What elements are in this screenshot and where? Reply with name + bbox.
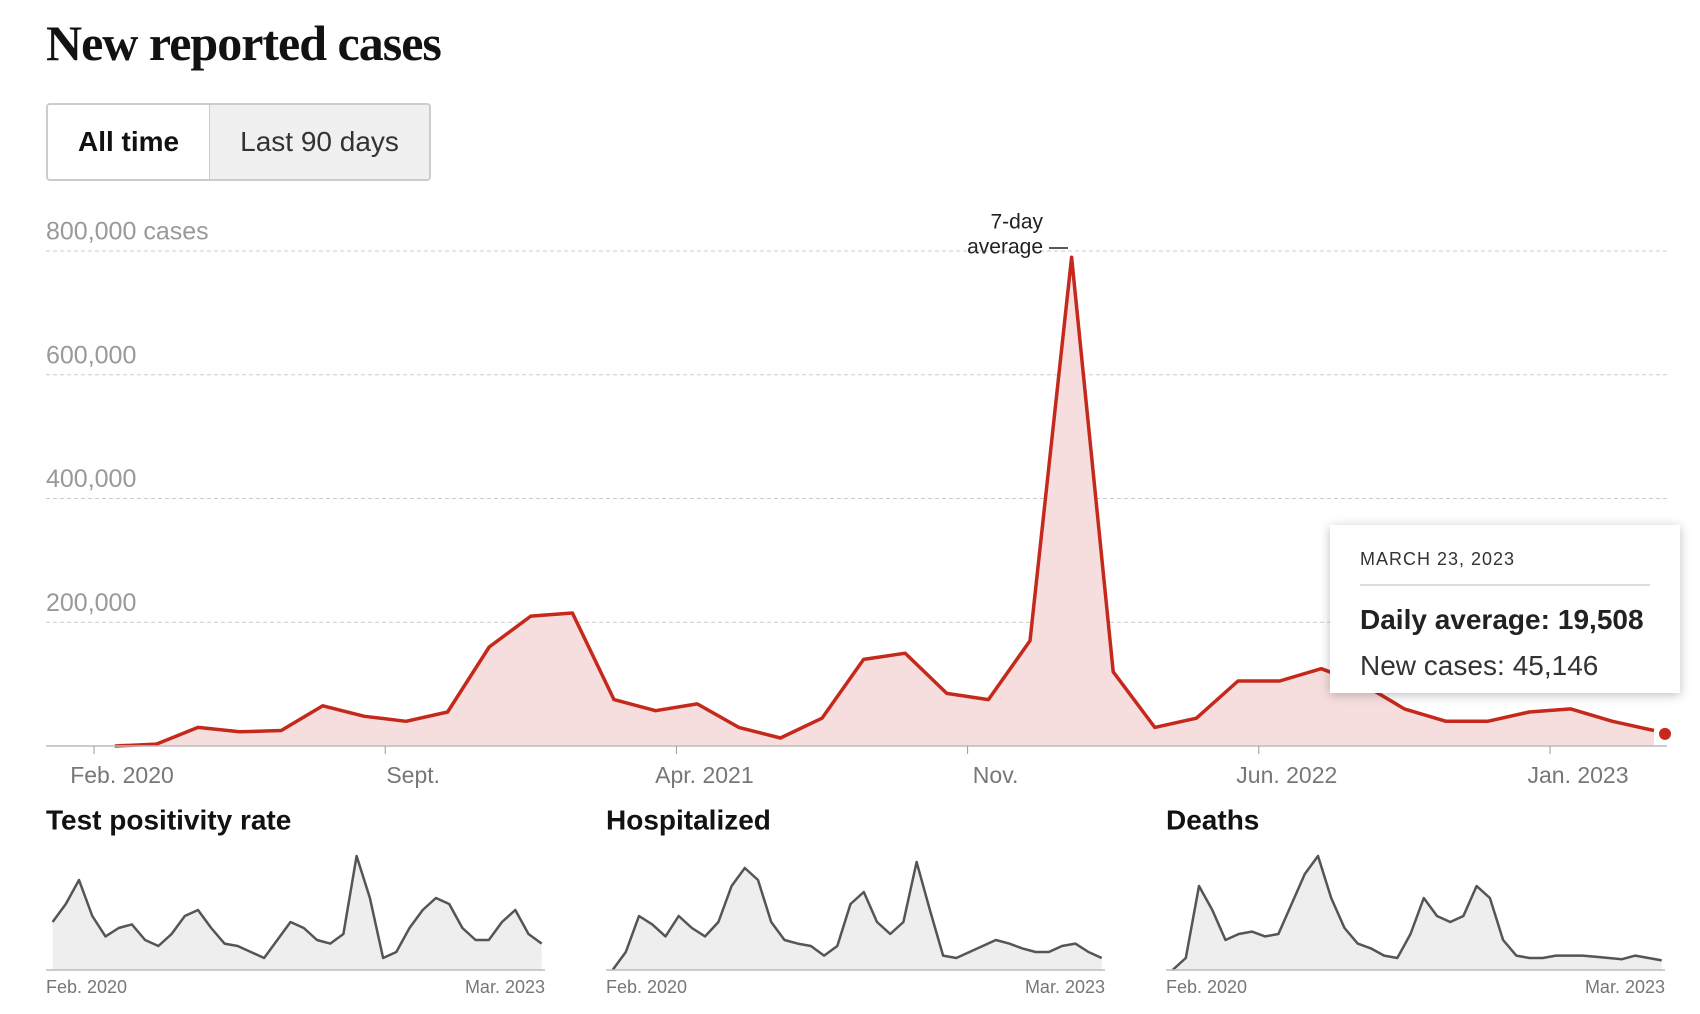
line: [114, 255, 1655, 748]
y-tick-label: 600,000: [46, 341, 136, 369]
x-tick-label: Mar. 2023: [465, 977, 545, 997]
chart-title: Hospitalized: [606, 804, 771, 835]
tooltip-row: New cases: 45,146: [1360, 650, 1650, 682]
x-tick-label: Mar. 2023: [1025, 977, 1105, 997]
annotation: average: [967, 236, 1043, 259]
line: [1171, 854, 1662, 971]
x-tick-label: Feb. 2020: [606, 977, 687, 997]
area: [52, 856, 542, 970]
range-toggle: All time Last 90 days: [46, 103, 431, 181]
tooltip-row: Daily average: 19,508: [1360, 604, 1650, 636]
tooltip-label: New cases:: [1360, 650, 1505, 681]
x-tick-label: Jun. 2022: [1236, 762, 1337, 788]
x-tick-label: Feb. 2020: [1166, 977, 1247, 997]
x-tick-label: Feb. 2020: [46, 977, 127, 997]
line: [51, 854, 543, 960]
annotation: 7-day: [990, 211, 1043, 234]
x-tick-label: Apr. 2021: [655, 762, 753, 788]
line: [611, 860, 1103, 971]
chart-title: Deaths: [1166, 804, 1259, 835]
area: [612, 862, 1102, 970]
end-dot: [1659, 727, 1671, 740]
x-tick-label: Jan. 2023: [1527, 762, 1628, 788]
tooltip: MARCH 23, 2023 Daily average: 19,508 New …: [1330, 525, 1680, 693]
x-tick-label: Mar. 2023: [1585, 977, 1665, 997]
tooltip-value: 19,508: [1557, 604, 1644, 635]
y-tick-label: 200,000: [46, 589, 136, 617]
tooltip-value: 45,146: [1512, 650, 1599, 681]
y-tick-label: 800,000 cases: [46, 218, 209, 246]
toggle-button[interactable]: All time: [48, 105, 210, 179]
area: [1172, 856, 1662, 970]
x-tick-label: Nov.: [973, 762, 1019, 788]
y-tick-label: 400,000: [46, 465, 136, 493]
chart-title: New reported cases: [46, 15, 442, 71]
x-tick-label: Feb. 2020: [70, 762, 174, 788]
toggle-button[interactable]: Last 90 days: [209, 105, 429, 179]
chart-title: Test positivity rate: [46, 804, 291, 835]
x-tick-label: Sept.: [386, 762, 440, 788]
tooltip-date: MARCH 23, 2023: [1360, 549, 1650, 586]
tooltip-label: Daily average:: [1360, 604, 1550, 635]
